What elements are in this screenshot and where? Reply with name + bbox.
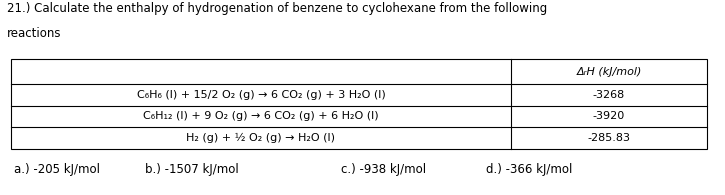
Text: d.) -366 kJ/mol: d.) -366 kJ/mol [486,162,572,176]
Text: C₆H₁₂ (l) + 9 O₂ (g) → 6 CO₂ (g) + 6 H₂O (l): C₆H₁₂ (l) + 9 O₂ (g) → 6 CO₂ (g) + 6 H₂O… [143,111,378,121]
Text: c.) -938 kJ/mol: c.) -938 kJ/mol [341,162,426,176]
Text: -3268: -3268 [593,90,625,100]
Text: a.) -205 kJ/mol: a.) -205 kJ/mol [14,162,101,176]
Text: 21.) Calculate the enthalpy of hydrogenation of benzene to cyclohexane from the : 21.) Calculate the enthalpy of hydrogena… [7,2,547,15]
Text: -285.83: -285.83 [587,133,631,143]
Text: b.) -1507 kJ/mol: b.) -1507 kJ/mol [145,162,239,176]
Text: C₆H₆ (l) + 15/2 O₂ (g) → 6 CO₂ (g) + 3 H₂O (l): C₆H₆ (l) + 15/2 O₂ (g) → 6 CO₂ (g) + 3 H… [136,90,386,100]
Text: -3920: -3920 [593,111,625,121]
Text: reactions: reactions [7,27,62,40]
Text: H₂ (g) + ½ O₂ (g) → H₂O (l): H₂ (g) + ½ O₂ (g) → H₂O (l) [186,133,336,143]
Text: ΔᵣH (kJ/mol): ΔᵣH (kJ/mol) [576,66,642,77]
